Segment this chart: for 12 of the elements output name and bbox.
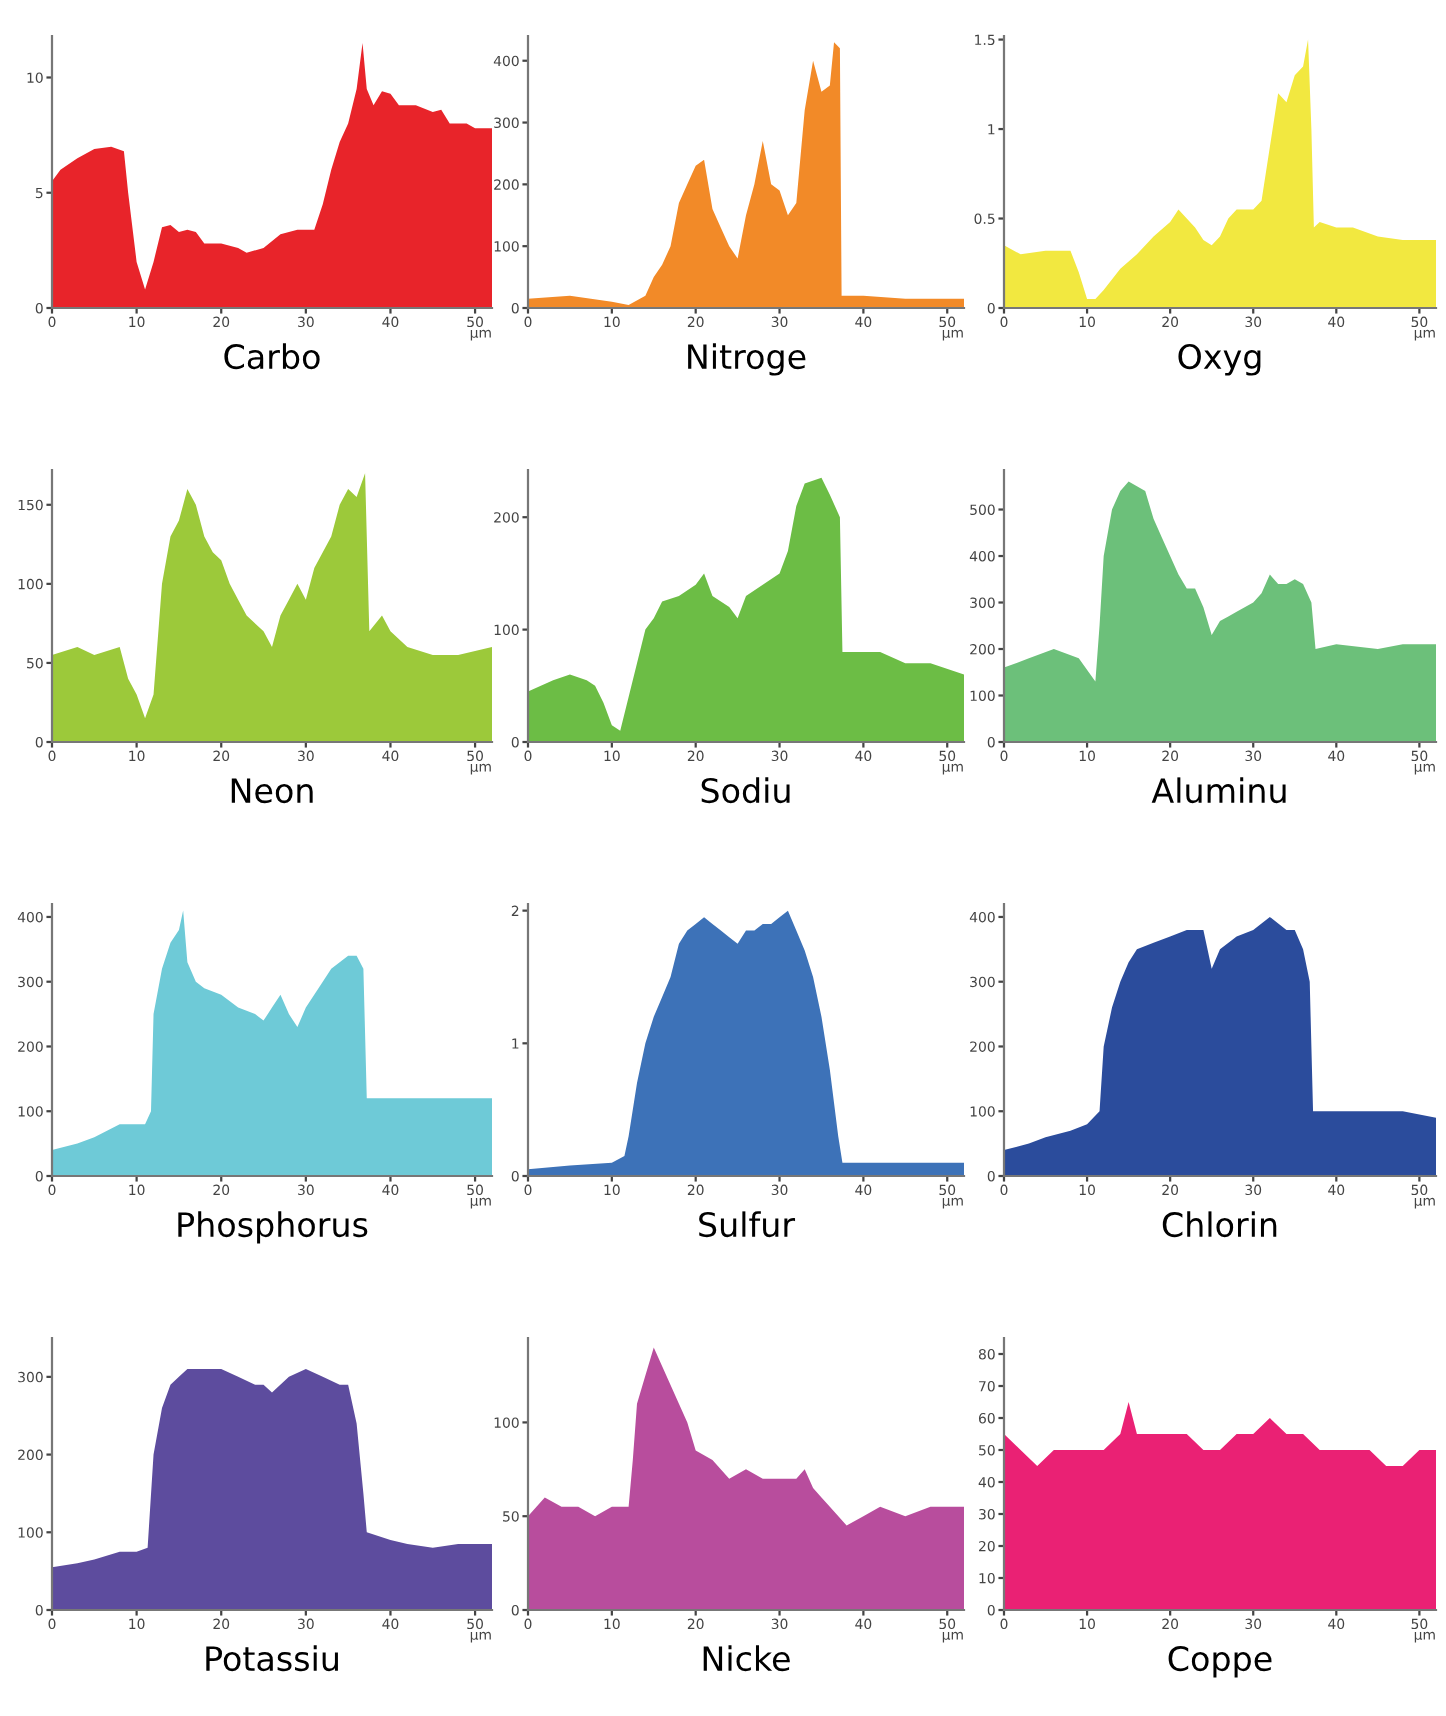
text: Chlorin (1162, 1211, 1277, 1238)
text: Aluminu (1151, 777, 1286, 804)
text: Coppe (1168, 1645, 1272, 1678)
text: Sodiu (701, 777, 790, 804)
text: Carbo (224, 343, 320, 370)
text: Nitroge (688, 343, 806, 376)
text: Nicke (703, 1645, 790, 1672)
text: Sulfur (699, 1211, 796, 1238)
text: Potassiu (206, 1645, 338, 1672)
text: Oxyg (1178, 343, 1261, 376)
text: Phosphorus (178, 1211, 368, 1244)
text: Neon (231, 778, 313, 804)
